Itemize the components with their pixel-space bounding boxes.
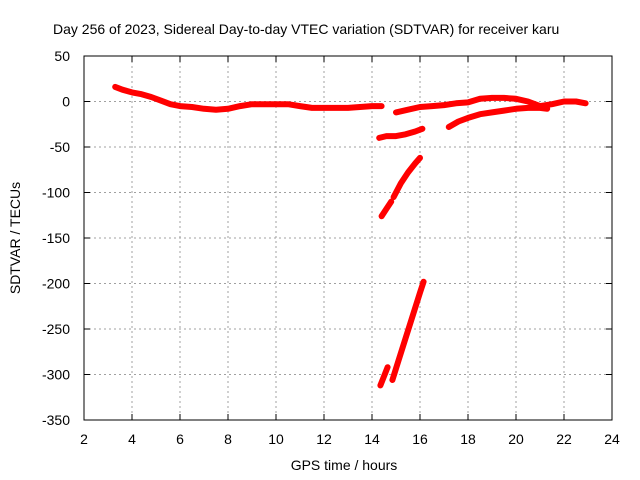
x-tick-label: 2 <box>80 431 88 447</box>
series-upper-track-afternoon <box>393 94 589 116</box>
chart-title: Day 256 of 2023, Sidereal Day-to-day VTE… <box>53 21 559 37</box>
series-steep-segment-2 <box>390 154 423 201</box>
y-tick-label: 0 <box>62 94 70 110</box>
y-tick-label: -50 <box>50 139 70 155</box>
data-series <box>112 83 589 389</box>
series-lower-track-afternoon <box>445 104 551 130</box>
y-axis-label: SDTVAR / TECUs <box>7 182 23 294</box>
x-tick-label: 6 <box>176 431 184 447</box>
y-tick-label: -350 <box>42 412 70 428</box>
series-cluster-minus40 <box>376 125 426 141</box>
y-tick-label: -250 <box>42 321 70 337</box>
x-tick-label: 20 <box>508 431 524 447</box>
x-tick-label: 18 <box>460 431 476 447</box>
x-tick-label: 8 <box>224 431 232 447</box>
x-tick-labels: 2 4 6 8 10 12 14 16 18 20 22 24 <box>80 431 620 447</box>
y-tick-label: -100 <box>42 185 70 201</box>
x-tick-label: 24 <box>604 431 620 447</box>
x-tick-label: 12 <box>316 431 332 447</box>
y-tick-label: -200 <box>42 276 70 292</box>
y-tick-label: -150 <box>42 230 70 246</box>
x-tick-label: 4 <box>128 431 136 447</box>
y-tick-label: -300 <box>42 367 70 383</box>
series-deep-segment-1 <box>377 364 391 389</box>
x-axis-label: GPS time / hours <box>291 457 398 473</box>
series-main-track <box>112 83 385 113</box>
x-tick-label: 22 <box>556 431 572 447</box>
x-tick-label: 14 <box>364 431 380 447</box>
series-steep-segment-1 <box>378 198 395 220</box>
y-tick-labels: 50 0 -50 -100 -150 -200 -250 -300 -350 <box>42 48 70 428</box>
x-tick-label: 10 <box>268 431 284 447</box>
x-tick-label: 16 <box>412 431 428 447</box>
y-tick-label: 50 <box>54 48 70 64</box>
series-deep-segment-2 <box>389 278 427 383</box>
axis-ticks <box>83 55 613 421</box>
grid <box>84 56 612 420</box>
